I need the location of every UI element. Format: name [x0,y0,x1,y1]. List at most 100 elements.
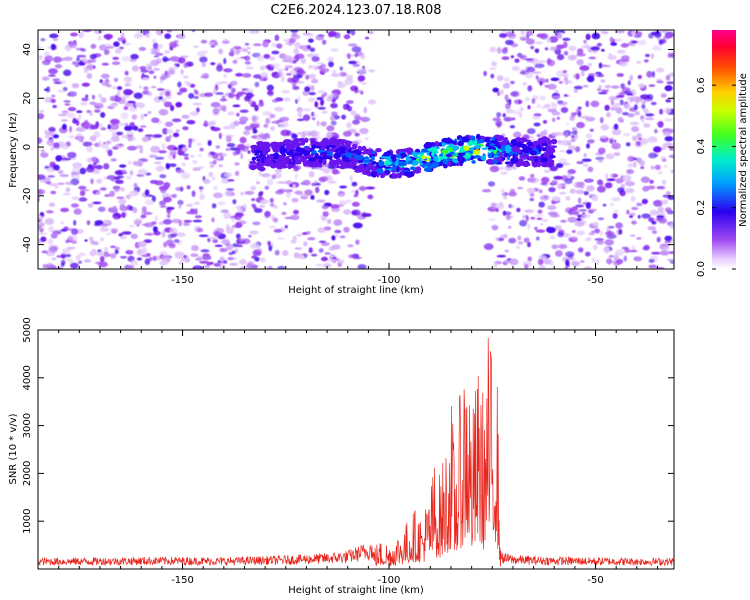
spectrogram-noise-blob [653,146,662,153]
spectrogram-noise-blob [161,230,166,238]
spectrogram-noise-blob [67,235,78,242]
spectrogram-noise-blob [296,118,305,122]
spectrogram-noise-blob [314,114,318,117]
spectrogram-noise-blob [576,181,583,188]
spectrogram-noise-blob [109,103,118,107]
spectrogram-noise-blob [54,183,59,189]
spectrogram-noise-blob [104,194,111,197]
spectrogram-noise-blob [166,206,175,210]
spectrogram-noise-blob [183,219,193,223]
spectrogram-noise-blob [78,185,87,190]
spectrogram-noise-blob [169,41,178,48]
spectrogram-noise-blob [117,89,121,97]
spectrogram-noise-blob [218,164,224,168]
colorbar-tick-label: 0.2 [696,200,707,216]
spectrogram-noise-blob [576,59,584,66]
spectrogram-noise-blob [86,73,93,79]
spectrogram-noise-blob [259,191,264,196]
spectrogram-signal-blob [545,147,554,154]
spectrogram-noise-blob [630,195,636,202]
spectrogram-noise-blob [577,247,584,253]
spectrogram-noise-blob [159,200,166,206]
spectrogram-noise-blob [483,70,487,77]
spectrogram-signal-blob [541,158,548,163]
spectrogram-noise-blob [538,201,545,208]
spectrogram-noise-blob [556,53,565,61]
spectrogram-noise-blob [157,44,164,49]
spectrogram-noise-blob [599,230,603,237]
spectrogram-noise-blob [511,110,521,115]
spectrogram-noise-blob [116,122,126,126]
spectrogram-noise-blob [291,32,298,37]
spectrogram-signal-blob [320,152,328,155]
spectrogram-noise-blob [271,50,280,55]
spectrogram-noise-blob [611,142,621,150]
spectrogram-noise-blob [260,133,271,140]
spectrogram-noise-blob [558,244,568,249]
spectrogram-noise-blob [547,211,558,216]
spectrogram-noise-blob [663,36,671,39]
spectrogram-noise-blob [286,191,291,199]
spectrogram-noise-blob [60,228,68,232]
spectrogram-noise-blob [38,174,46,180]
spectrogram-noise-blob [669,147,674,151]
spectrogram-noise-blob [133,219,142,225]
spectrogram-noise-blob [47,175,55,178]
spectrogram-noise-blob [116,86,123,91]
spectrogram-noise-blob [586,236,593,241]
spectrogram-noise-blob [629,234,636,237]
spectrogram-noise-blob [664,164,668,168]
spectrogram-noise-blob [203,120,208,128]
spectrogram-noise-blob [207,42,215,45]
spectrogram-noise-blob [509,188,516,194]
spectrogram-noise-blob [346,100,354,104]
spectrogram-noise-blob [604,239,614,246]
spectrogram-noise-blob [524,58,534,61]
spectrogram-noise-blob [264,210,271,218]
spectrogram-noise-blob [660,30,668,33]
spectrogram-noise-blob [200,39,208,44]
spectrogram-noise-blob [161,143,166,151]
spectrogram-noise-blob [78,197,88,202]
spectrogram-noise-blob [137,241,147,248]
spectrogram-noise-blob [155,52,164,56]
spectrogram-noise-blob [661,199,669,205]
spectrogram-noise-blob [145,33,151,39]
spectrogram-signal-blob [534,157,539,163]
spectrogram-noise-blob [101,62,110,66]
spectrogram-signal-blob [304,137,309,143]
spectrogram-noise-blob [339,235,346,239]
spectrogram-signal-blob [459,162,463,167]
spectrogram-signal-blob [375,148,382,153]
spectrogram-noise-blob [259,77,267,82]
spectrogram-noise-blob [483,243,494,251]
spectrogram-noise-blob [656,236,661,243]
spectrogram-noise-blob [245,263,254,269]
spectrogram-noise-blob [295,53,305,59]
colorbar-gradient [712,30,736,269]
spectrogram-noise-blob [359,185,366,192]
spectrogram-noise-blob [190,154,195,158]
spectrogram-noise-blob [159,205,167,208]
spectrogram-noise-blob [99,255,105,263]
spectrogram-noise-blob [117,37,126,42]
spectrogram-noise-blob [188,138,193,145]
spectrogram-noise-blob [666,191,671,195]
spectrogram-noise-blob [53,81,62,85]
colorbar-tick-label: 0.6 [696,77,707,93]
spectrogram-noise-blob [61,157,72,161]
spectrogram-noise-blob [285,73,292,76]
spectrogram-noise-blob [93,102,104,109]
spectrogram-signal-blob [441,149,448,154]
spectrogram-noise-blob [513,131,522,139]
spectrogram-signal-blob [434,140,439,147]
spectrogram-noise-blob [576,217,582,221]
spectrogram-noise-blob [503,259,510,264]
spectrogram-noise-blob [106,232,111,236]
spectrogram-noise-blob [631,221,637,225]
snr-x-axis: -150 -100 -50 [37,330,658,586]
spectrogram-signal-blob [409,166,417,171]
spectrogram-noise-blob [288,38,296,43]
spectrogram-noise-blob [530,173,535,178]
spectrogram-noise-blob [80,189,90,192]
